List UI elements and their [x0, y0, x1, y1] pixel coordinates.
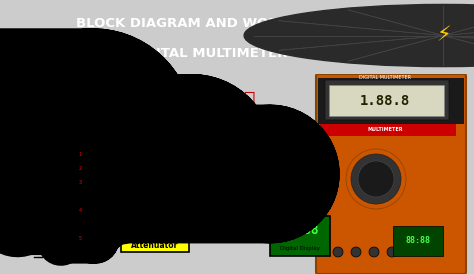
Text: DIGITAL MULTIMETER: DIGITAL MULTIMETER	[129, 47, 288, 60]
Circle shape	[369, 247, 379, 257]
Text: ACV: ACV	[95, 149, 106, 153]
Bar	[393, 226, 443, 256]
FancyBboxPatch shape	[316, 74, 466, 274]
Circle shape	[81, 179, 90, 189]
Circle shape	[346, 149, 406, 209]
Text: DCI: DCI	[95, 204, 105, 210]
Text: తెలుగు: తెలుగు	[185, 90, 255, 109]
Text: 5: 5	[78, 236, 82, 241]
Text: Calibrated
Attenuator: Calibrated Attenuator	[131, 146, 179, 166]
Circle shape	[81, 152, 90, 161]
Bar	[121, 144, 189, 168]
Text: ⚡: ⚡	[436, 25, 450, 45]
Bar	[202, 144, 254, 168]
Bar	[320, 124, 456, 136]
Bar	[270, 216, 330, 256]
Circle shape	[33, 174, 43, 184]
Circle shape	[47, 187, 57, 197]
Text: 4: 4	[78, 209, 82, 213]
Circle shape	[351, 154, 401, 204]
Circle shape	[358, 161, 394, 197]
Bar	[121, 117, 189, 141]
Text: Calibrated
Attenuator: Calibrated Attenuator	[131, 230, 179, 250]
Bar	[29, 86, 81, 122]
Text: 3: 3	[78, 181, 82, 185]
FancyBboxPatch shape	[329, 85, 445, 116]
Text: 88:88: 88:88	[405, 236, 430, 246]
Text: MULTIMETER: MULTIMETER	[367, 127, 403, 133]
Bar	[121, 228, 189, 252]
Text: Current to
Voltage
Converter: Current to Voltage Converter	[135, 202, 175, 222]
Text: Current to
Voltage
Converter: Current to Voltage Converter	[135, 174, 175, 194]
Text: BLOCK DIAGRAM AND WORKING OF: BLOCK DIAGRAM AND WORKING OF	[76, 17, 341, 30]
Circle shape	[351, 247, 361, 257]
Circle shape	[81, 235, 90, 244]
Bar	[318, 78, 464, 124]
Circle shape	[33, 227, 43, 237]
Bar	[121, 197, 189, 227]
Text: 1.88.8: 1.88.8	[360, 94, 410, 108]
Text: Digital Display: Digital Display	[280, 247, 320, 252]
Text: ACI: ACI	[95, 176, 104, 181]
Text: DIGITAL MULTIMETER: DIGITAL MULTIMETER	[359, 75, 411, 81]
Text: 88:88: 88:88	[281, 224, 319, 238]
Text: Rectifier
Circuit: Rectifier Circuit	[210, 146, 246, 166]
Circle shape	[244, 4, 474, 67]
Bar	[121, 169, 189, 199]
Bar	[271, 152, 329, 196]
Circle shape	[81, 207, 90, 216]
Circle shape	[81, 165, 90, 175]
Circle shape	[387, 247, 397, 257]
FancyBboxPatch shape	[325, 80, 449, 120]
Text: Res.: Res.	[76, 158, 82, 170]
Text: Rotatory
Switch: Rotatory Switch	[7, 174, 34, 184]
Text: Analog to
Digital
Converter: Analog to Digital Converter	[280, 164, 320, 184]
Text: DCV: DCV	[95, 233, 107, 238]
Text: 2: 2	[78, 167, 82, 172]
Text: 1: 1	[78, 153, 82, 158]
Text: Buffer
Amplifier: Buffer Amplifier	[135, 119, 175, 139]
Text: Constant
Current
Source: Constant Current Source	[37, 94, 73, 114]
Text: INPUT
PROBES: INPUT PROBES	[6, 209, 30, 219]
Circle shape	[333, 247, 343, 257]
